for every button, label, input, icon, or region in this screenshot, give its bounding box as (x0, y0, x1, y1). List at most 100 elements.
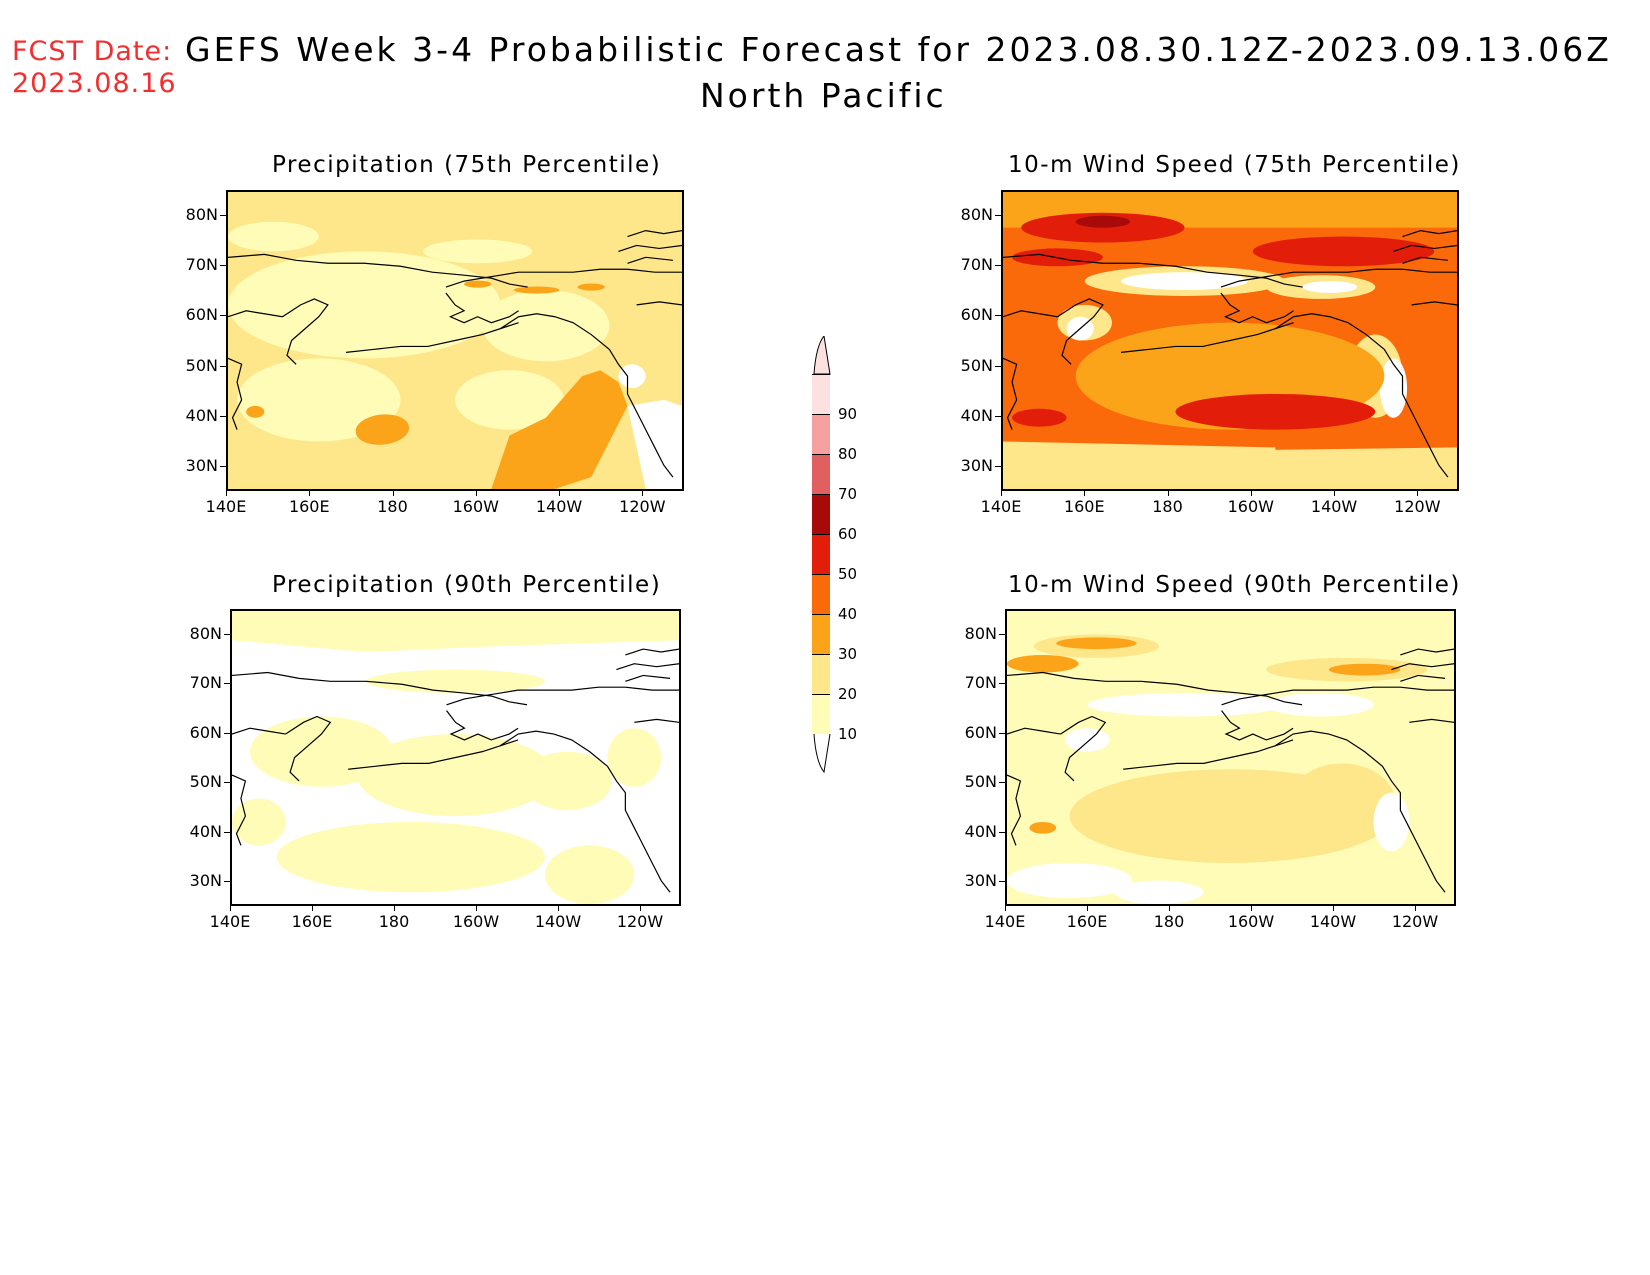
lat-tick (999, 732, 1005, 734)
lat-label: 80N (189, 623, 222, 643)
map-wind75 (1001, 190, 1459, 491)
lon-label: 160E (291, 912, 333, 931)
lon-label: 160W (452, 912, 500, 931)
lon-tick (312, 906, 313, 911)
colorbar-label-40: 40 (838, 605, 858, 623)
lat-tick (995, 415, 1001, 417)
lon-tick (394, 906, 395, 911)
lon-label: 160E (1066, 912, 1108, 931)
lat-label: 30N (964, 871, 997, 891)
lat-label: 60N (185, 305, 218, 325)
lat-label: 30N (189, 871, 222, 891)
panel-title-precip90: Precipitation (90th Percentile) (272, 572, 662, 598)
lon-label: 160W (1227, 497, 1274, 516)
lat-label: 70N (185, 255, 218, 275)
colorbar-label-50: 50 (838, 565, 858, 583)
lon-tick (1005, 906, 1006, 911)
lon-tick (559, 491, 561, 496)
lat-label: 40N (185, 405, 218, 425)
lat-label: 40N (960, 405, 993, 425)
colorbar-segment-20 (812, 654, 830, 694)
lon-tick (640, 906, 641, 911)
lat-tick (995, 365, 1001, 367)
lon-label: 120W (619, 497, 666, 516)
lon-tick (226, 491, 227, 496)
lat-label: 60N (960, 305, 993, 325)
lon-tick (476, 906, 477, 911)
panel-title-wind90: 10-m Wind Speed (90th Percentile) (1008, 572, 1461, 598)
colorbar-segment-30 (812, 614, 830, 654)
lat-tick (995, 215, 1001, 217)
lon-tick (475, 491, 477, 496)
colorbar-label-60: 60 (838, 525, 858, 543)
lat-tick (999, 831, 1005, 833)
lon-label: 140W (1310, 497, 1358, 516)
lat-label: 80N (960, 205, 993, 225)
main-title-line1: GEFS Week 3-4 Probabilistic Forecast for… (185, 30, 1612, 69)
colorbar-label-70: 70 (838, 485, 858, 503)
lat-tick (995, 465, 1001, 467)
lon-tick (1333, 906, 1334, 911)
lon-tick (1001, 491, 1002, 496)
lat-label: 80N (185, 205, 218, 225)
map-field (1007, 611, 1454, 904)
lat-tick (224, 831, 230, 833)
lon-tick (1417, 491, 1419, 496)
map-field (232, 611, 679, 904)
lon-tick (1334, 491, 1336, 496)
lon-label: 180 (1153, 912, 1185, 931)
lon-tick (392, 491, 394, 496)
colorbar-segment-50 (812, 534, 830, 574)
lon-tick (1250, 491, 1252, 496)
colorbar-label-10: 10 (838, 725, 858, 743)
main-title-region: North Pacific (700, 76, 947, 115)
lon-tick (1251, 906, 1252, 911)
lon-tick (1084, 491, 1086, 496)
lat-tick (220, 365, 226, 367)
lat-label: 40N (964, 821, 997, 841)
lat-label: 50N (185, 355, 218, 375)
lat-tick (999, 881, 1005, 883)
lon-tick (309, 491, 311, 496)
colorbar-label-20: 20 (838, 685, 858, 703)
lat-tick (220, 465, 226, 467)
colorbar-segment-60 (812, 494, 830, 534)
lat-tick (999, 782, 1005, 784)
lat-tick (220, 415, 226, 417)
lon-tick (1415, 906, 1416, 911)
lon-tick (1087, 906, 1088, 911)
lat-tick (995, 315, 1001, 317)
lon-label: 140W (1309, 912, 1357, 931)
lon-tick (230, 906, 231, 911)
lon-tick (642, 491, 644, 496)
lat-label: 70N (964, 673, 997, 693)
lon-label: 140E (980, 497, 1022, 516)
lon-label: 180 (377, 497, 408, 516)
colorbar-segment-70 (812, 454, 830, 494)
lat-tick (224, 633, 230, 635)
forecast-date: FCST Date: 2023.08.16 (12, 36, 177, 100)
map-field (228, 192, 682, 489)
map-precip75 (226, 190, 684, 491)
lon-tick (1169, 906, 1170, 911)
lon-label: 120W (1394, 497, 1441, 516)
lat-tick (999, 683, 1005, 685)
map-wind90 (1005, 609, 1456, 906)
colorbar-segment-10 (812, 694, 830, 734)
colorbar-top-tip (813, 336, 831, 375)
lon-label: 120W (616, 912, 664, 931)
colorbar-segment-80 (812, 414, 830, 454)
lon-tick (1167, 491, 1169, 496)
colorbar-label-30: 30 (838, 645, 858, 663)
lat-tick (224, 732, 230, 734)
colorbar-segment-40 (812, 574, 830, 614)
lat-tick (999, 633, 1005, 635)
forecast-date-value: 2023.08.16 (12, 68, 177, 99)
lon-label: 120W (1391, 912, 1439, 931)
lat-tick (220, 215, 226, 217)
lat-label: 80N (964, 623, 997, 643)
lat-label: 50N (189, 772, 222, 792)
forecast-date-label: FCST Date: (12, 36, 173, 67)
lon-tick (558, 906, 559, 911)
lat-label: 30N (960, 455, 993, 475)
